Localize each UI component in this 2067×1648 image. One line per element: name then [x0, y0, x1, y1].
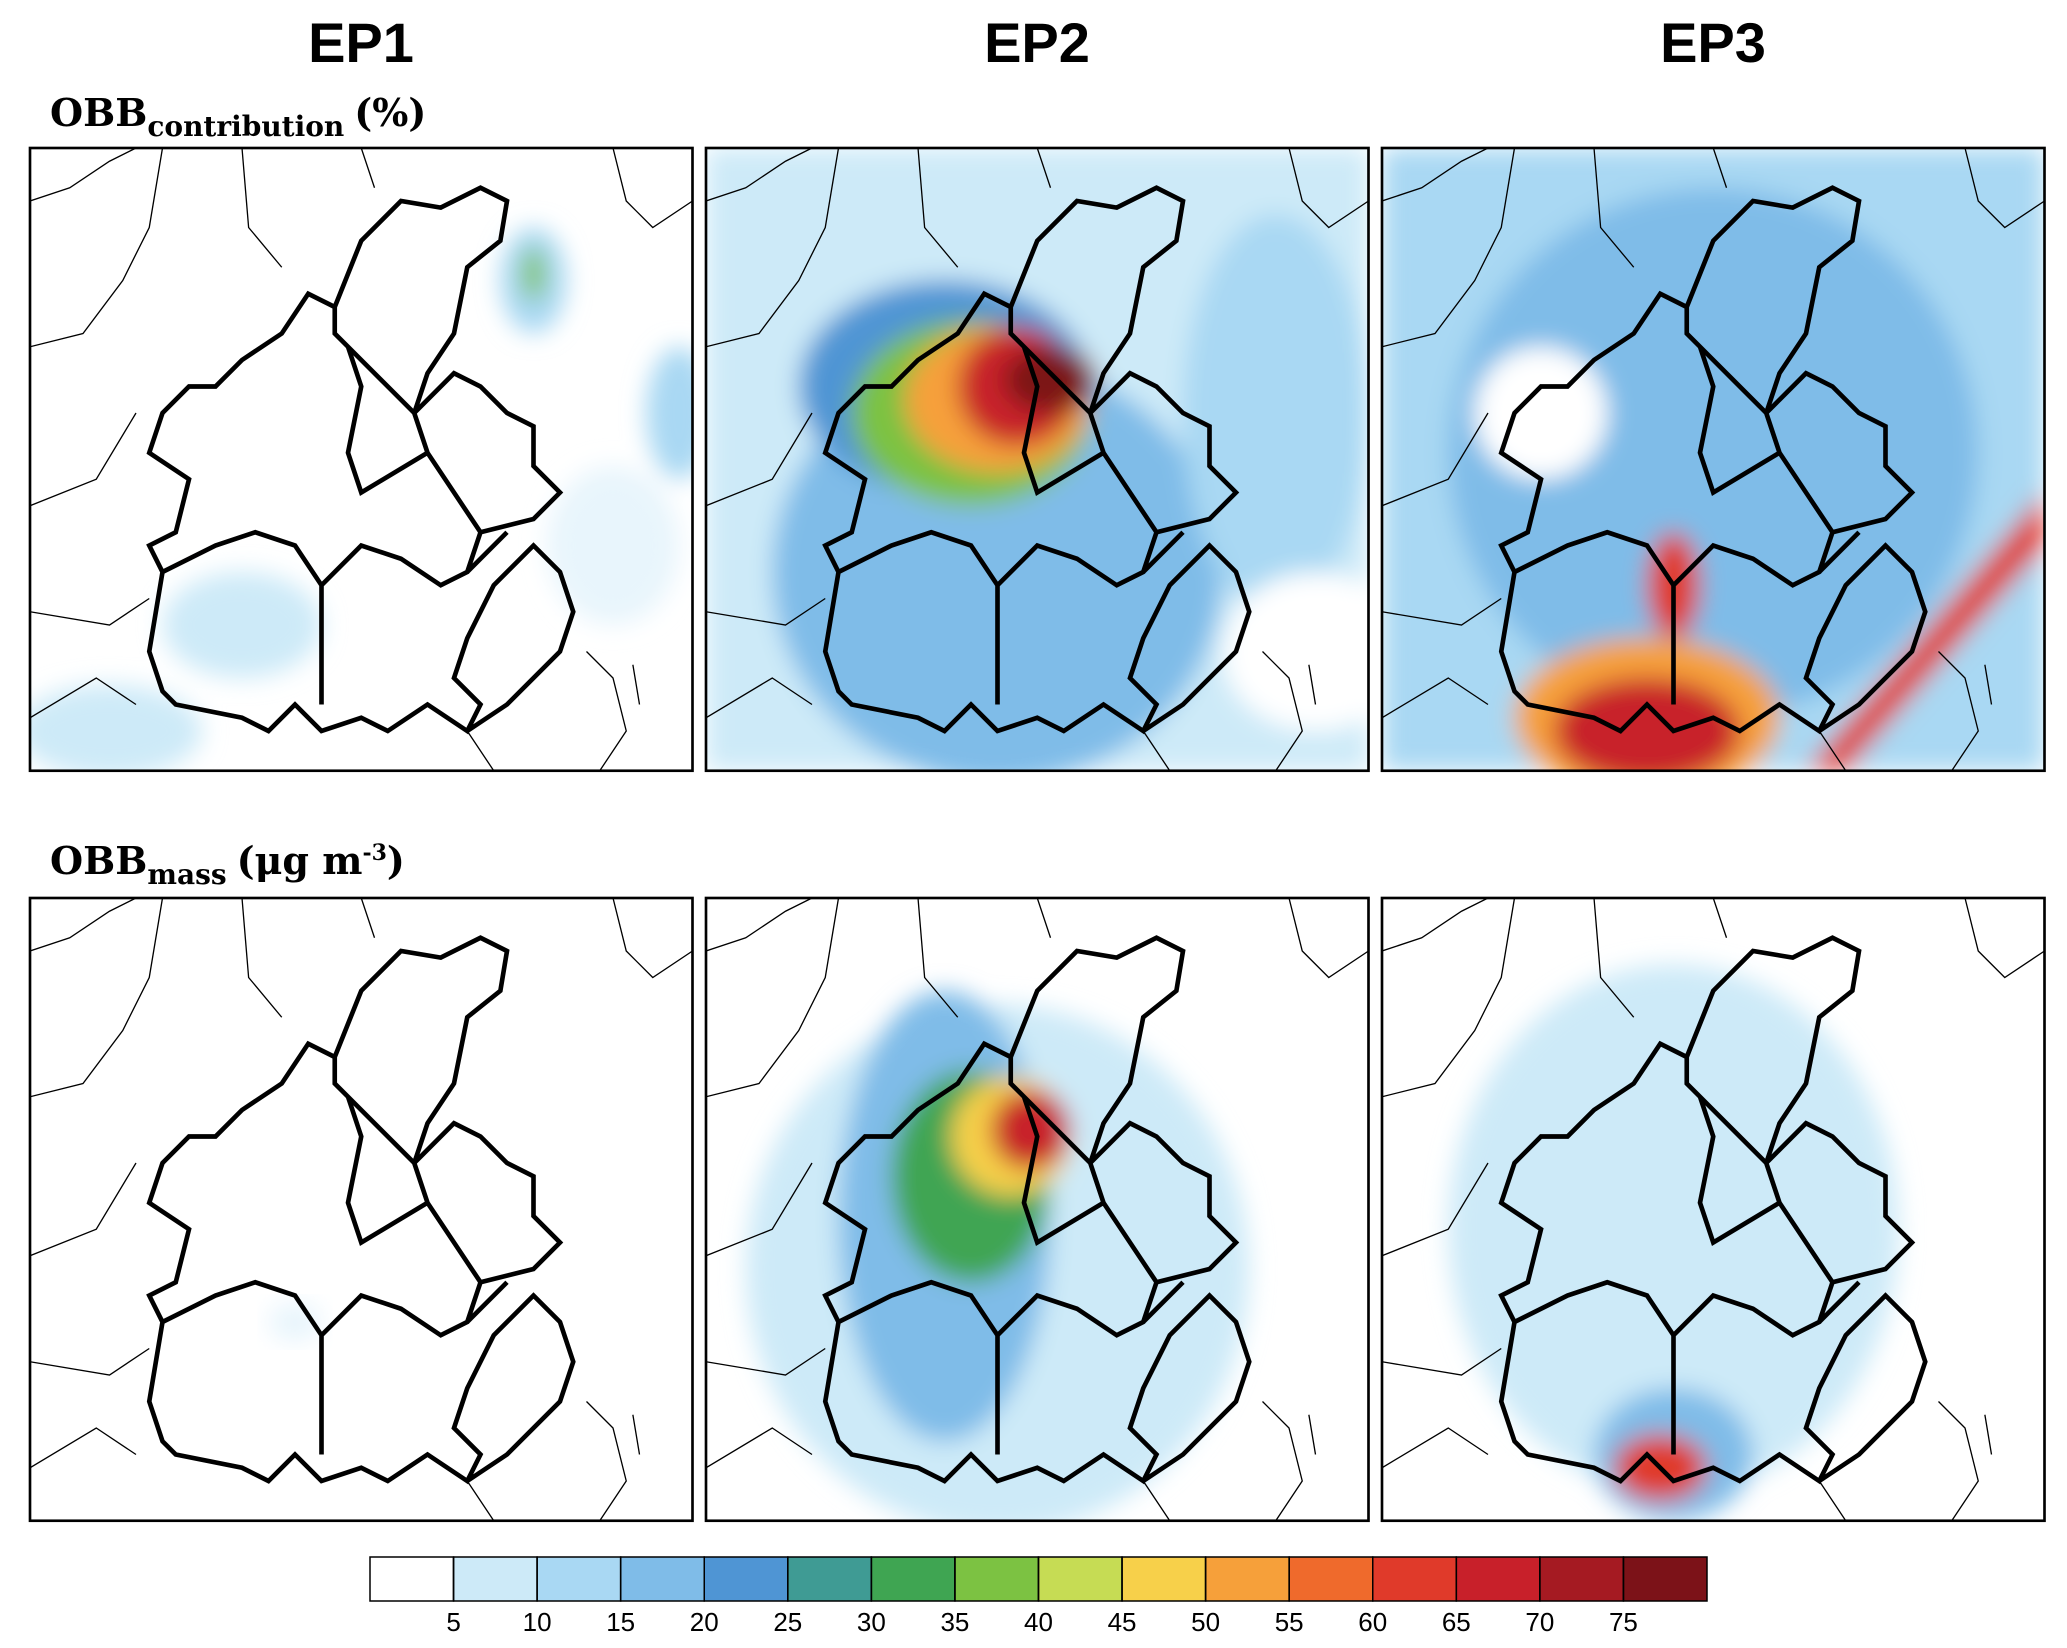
- colorbar-tick-label: 40: [1024, 1607, 1053, 1637]
- colorbar-box: [1288, 1556, 1374, 1602]
- panel-frame: [704, 146, 1370, 773]
- colorbar-tick-label: 15: [606, 1607, 635, 1637]
- colorbar-tick-label: 65: [1442, 1607, 1471, 1637]
- row-label: OBBcontribution (%): [50, 90, 426, 143]
- colorbar-box: [870, 1556, 956, 1602]
- column-title: EP1: [308, 11, 414, 74]
- label-subscript: contribution: [147, 110, 344, 143]
- colorbar-box: [954, 1556, 1040, 1602]
- colorbar-tick-label: 50: [1191, 1607, 1220, 1637]
- map-field: [1382, 898, 2045, 1521]
- map-panel: [704, 896, 1370, 1534]
- map-panel: [28, 146, 713, 777]
- map-panel: [1380, 146, 2046, 797]
- panel-frame: [28, 146, 694, 773]
- label-close: ): [387, 838, 405, 883]
- label-unit: (μg m: [237, 838, 363, 883]
- colorbar-box: [703, 1556, 789, 1602]
- colorbar-tick-label: 30: [857, 1607, 886, 1637]
- panel-frame: [1380, 146, 2046, 773]
- contour-field: [706, 148, 1408, 784]
- panel-frame: [704, 896, 1370, 1523]
- label-unit: (%): [354, 90, 426, 135]
- label-main: OBB: [50, 838, 147, 883]
- map-panel: [704, 146, 1408, 784]
- colorbar-box: [536, 1556, 622, 1602]
- map-field: [706, 898, 1369, 1534]
- colorbar-tick-label: 55: [1275, 1607, 1304, 1637]
- colorbar-box: [1372, 1556, 1458, 1602]
- map-field: [30, 898, 693, 1521]
- map-background: [30, 898, 693, 1521]
- map-panel: [1380, 896, 2046, 1523]
- row-label: OBBmass (μg m-3): [50, 838, 405, 891]
- label-subscript: mass: [147, 858, 226, 891]
- colorbar-box: [787, 1556, 873, 1602]
- map-field: [1382, 148, 2045, 797]
- colorbar-box: [619, 1556, 705, 1602]
- colorbar-tick-label: 75: [1609, 1607, 1638, 1637]
- label-superscript: -3: [362, 840, 386, 866]
- colorbar-box: [369, 1556, 455, 1602]
- colorbar-tick-label: 10: [523, 1607, 552, 1637]
- colorbar-box: [452, 1556, 538, 1602]
- colorbar-tick-label: 70: [1525, 1607, 1554, 1637]
- panel-frame: [28, 896, 694, 1523]
- colorbar-box: [1204, 1556, 1290, 1602]
- colorbar-box: [1455, 1556, 1541, 1602]
- colorbar-tick-label: 20: [690, 1607, 719, 1637]
- colorbar-tick-label: 25: [773, 1607, 802, 1637]
- column-title: EP3: [1660, 11, 1766, 74]
- column-title: EP2: [984, 11, 1090, 74]
- map-background: [30, 148, 693, 771]
- map-field: [706, 148, 1408, 784]
- map-panel: [28, 896, 694, 1523]
- colorbar-tick-label: 45: [1108, 1607, 1137, 1637]
- panel-frame: [1380, 896, 2046, 1523]
- label-main: OBB: [50, 90, 147, 135]
- colorbar-box: [1037, 1556, 1123, 1602]
- colorbar-tick-label: 5: [446, 1607, 460, 1637]
- colorbar-box: [1539, 1556, 1625, 1602]
- map-field: [30, 148, 713, 777]
- colorbar-tick-label: 60: [1358, 1607, 1387, 1637]
- colorbar-tick-label: 35: [940, 1607, 969, 1637]
- colorbar-box: [1121, 1556, 1207, 1602]
- colorbar-box: [1622, 1556, 1708, 1602]
